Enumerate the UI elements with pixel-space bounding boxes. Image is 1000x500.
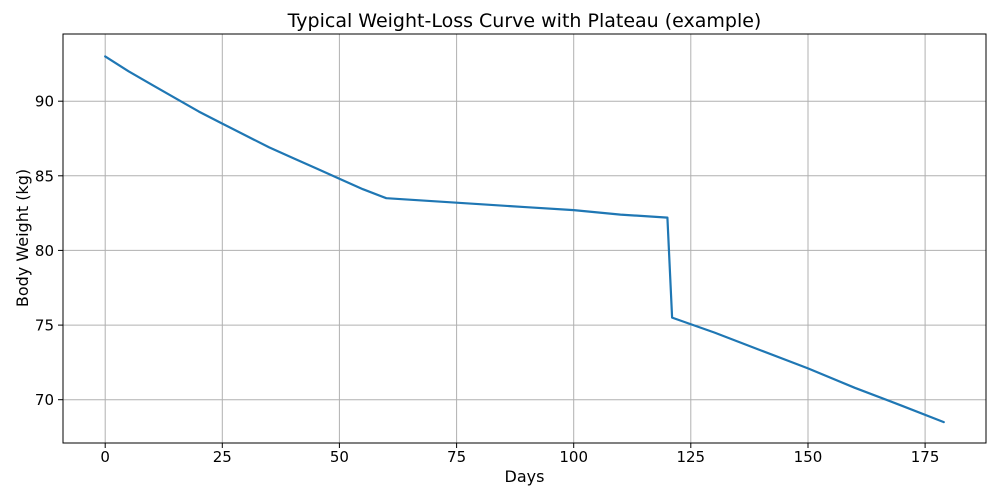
y-tick-label-75: 75 — [35, 317, 54, 335]
chart-title: Typical Weight-Loss Curve with Plateau (… — [287, 10, 762, 32]
x-tick-label-0: 0 — [100, 448, 110, 466]
x-tick-label-50: 50 — [330, 448, 349, 466]
y-tick-label-70: 70 — [35, 391, 54, 409]
y-tick-label-85: 85 — [35, 167, 54, 185]
x-tick-label-150: 150 — [794, 448, 823, 466]
x-tick-label-125: 125 — [676, 448, 705, 466]
x-tick-label-75: 75 — [447, 448, 466, 466]
x-tick-label-100: 100 — [559, 448, 588, 466]
y-tick-label-80: 80 — [35, 242, 54, 260]
y-tick-label-90: 90 — [35, 93, 54, 111]
x-tick-label-25: 25 — [213, 448, 232, 466]
weight-line — [104, 55, 945, 424]
axes-frame — [62, 33, 987, 444]
x-axis-label: Days — [504, 467, 545, 486]
axes-background — [63, 34, 986, 443]
x-tick-label-175: 175 — [911, 448, 940, 466]
